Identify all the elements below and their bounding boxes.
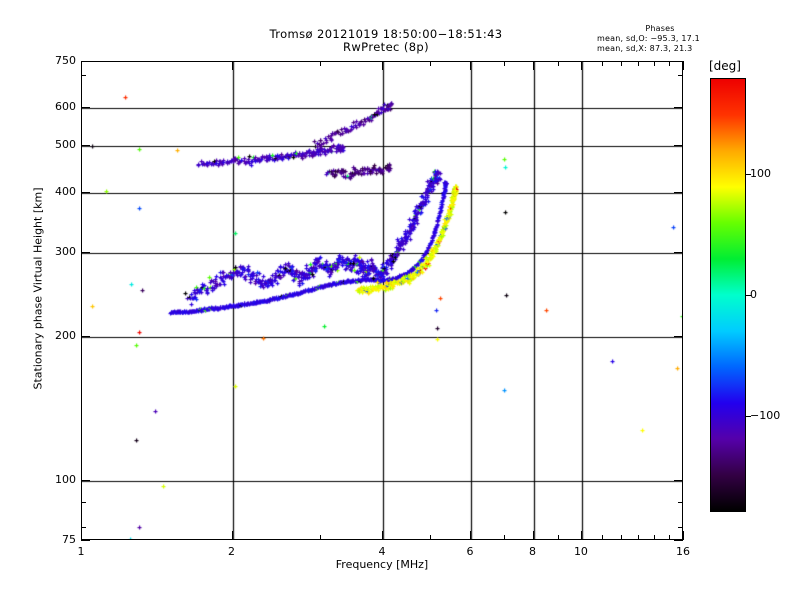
axis-tick (430, 61, 432, 66)
axis-tick (81, 252, 90, 254)
y-tick-label: 300 (55, 244, 76, 258)
axis-tick (669, 61, 671, 66)
axis-tick (683, 531, 685, 540)
axis-tick (674, 107, 683, 109)
axis-tick (232, 531, 234, 540)
colorbar-tick-mark (746, 174, 751, 176)
x-axis-title: Frequency [MHz] (335, 558, 429, 571)
axis-tick (674, 540, 683, 542)
axis-tick (382, 61, 384, 70)
axis-tick (470, 531, 472, 540)
y-tick-label: 750 (55, 54, 76, 67)
axis-tick (683, 61, 685, 70)
y-tick-label: 100 (55, 473, 76, 487)
colorbar-unit-label: [deg] (709, 59, 741, 73)
y-axis-title: Stationary phase Virtual Height [km] (31, 187, 45, 390)
axis-tick (581, 61, 583, 70)
scatter-canvas (82, 62, 682, 539)
axis-tick (621, 535, 623, 540)
x-tick-label: 16 (676, 545, 690, 558)
axis-tick (320, 535, 322, 540)
figure-title-line-1: Tromsø 20121019 18:50:00−18:51:43 (269, 27, 503, 41)
axis-tick (674, 192, 683, 194)
colorbar (710, 78, 746, 512)
colorbar-tick-mark (746, 416, 751, 418)
axis-tick (674, 61, 683, 63)
axis-tick (602, 535, 604, 540)
x-tick-label: 8 (529, 545, 536, 558)
x-tick-label: 2 (228, 545, 235, 558)
colorbar-gradient (710, 78, 746, 512)
axis-tick (602, 61, 604, 66)
axis-tick (678, 527, 683, 529)
y-tick-label: 500 (55, 138, 76, 152)
axis-tick (678, 75, 683, 77)
axis-tick (81, 502, 86, 504)
colorbar-tick-mark (746, 295, 751, 297)
axis-tick (674, 336, 683, 338)
figure-title-line-2: RwPretec (8p) (342, 40, 430, 54)
axis-tick (621, 61, 623, 66)
x-tick-label: 4 (378, 545, 386, 558)
axis-tick (232, 61, 234, 70)
axis-tick (654, 61, 656, 66)
axis-tick (81, 336, 90, 338)
axis-tick (533, 61, 535, 70)
x-tick-label: 1 (77, 545, 85, 558)
axis-tick (430, 535, 432, 540)
y-tick-label: 600 (55, 100, 76, 114)
axis-tick (382, 531, 384, 540)
axis-tick (470, 61, 472, 70)
axis-tick (638, 61, 640, 66)
axis-tick (81, 540, 90, 542)
axis-tick (81, 61, 83, 70)
x-tick-label: 10 (573, 545, 588, 558)
axis-tick (678, 502, 683, 504)
axis-tick (81, 145, 90, 147)
y-tick-label: 400 (55, 184, 76, 198)
axis-tick (533, 531, 535, 540)
axis-tick (81, 192, 90, 194)
y-tick-label: 200 (55, 328, 76, 342)
phase-stats-x-mode: mean, sd,X: 87.3, 21.3 (597, 44, 693, 53)
axis-tick (581, 531, 583, 540)
colorbar-tick-label: 100 (750, 167, 771, 181)
axis-tick (638, 535, 640, 540)
plot-area (81, 61, 683, 540)
axis-tick (674, 252, 683, 254)
axis-tick (558, 535, 560, 540)
axis-tick (81, 531, 83, 540)
phase-stats-heading: Phases (645, 24, 675, 33)
colorbar-tick-label: −100 (750, 408, 781, 422)
y-tick-label: 75 (62, 533, 76, 546)
axis-tick (320, 61, 322, 66)
axis-tick (674, 145, 683, 147)
axis-tick (81, 75, 86, 77)
axis-tick (669, 535, 671, 540)
axis-tick (504, 61, 506, 66)
axis-tick (504, 535, 506, 540)
phase-stats-o-mode: mean, sd,O: −95.3, 17.1 (597, 34, 700, 43)
axis-tick (81, 480, 90, 482)
axis-tick (654, 535, 656, 540)
axis-tick (81, 61, 90, 63)
axis-tick (81, 107, 90, 109)
axis-tick (81, 527, 86, 529)
axis-tick (558, 61, 560, 66)
x-tick-label: 6 (466, 545, 474, 558)
colorbar-tick-label: 0 (750, 288, 757, 301)
axis-tick (674, 480, 683, 482)
